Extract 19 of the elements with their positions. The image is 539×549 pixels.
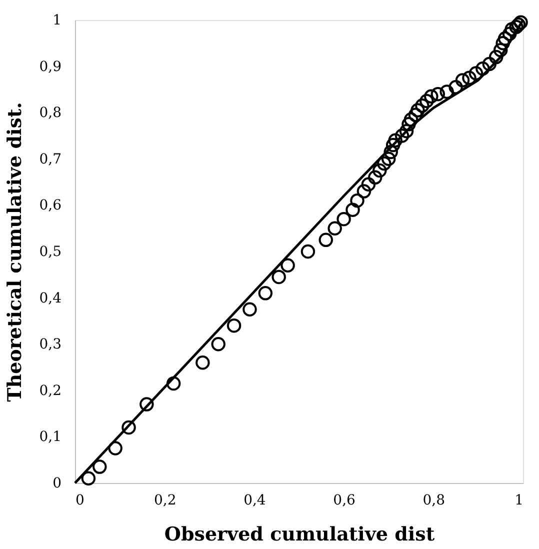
y-tick-label: 0,3 bbox=[39, 336, 62, 353]
x-tick-label: 0,8 bbox=[422, 492, 446, 508]
y-axis-title: Theoretical cumulative dist. bbox=[4, 102, 26, 402]
x-tick-label: 0,4 bbox=[244, 492, 266, 508]
y-tick-label: 0 bbox=[52, 476, 62, 492]
y-tick-label: 0,5 bbox=[39, 244, 62, 260]
y-tick-label: 0,6 bbox=[39, 198, 62, 214]
y-tick-label: 0,8 bbox=[39, 105, 62, 122]
y-tick-label: 0,9 bbox=[39, 58, 62, 75]
x-tick-label: 1 bbox=[514, 492, 524, 508]
x-tick-label: 0,6 bbox=[333, 492, 356, 508]
y-tick-label: 1 bbox=[52, 12, 62, 28]
y-tick-label: 0,2 bbox=[39, 382, 62, 399]
x-tick-label: 0 bbox=[76, 492, 84, 508]
x-tick-label: 0,2 bbox=[154, 492, 176, 508]
x-axis-title: Observed cumulative dist bbox=[164, 524, 435, 546]
y-tick-label: 0,7 bbox=[39, 151, 62, 168]
y-tick-label: 0,1 bbox=[39, 429, 62, 446]
y-tick-label: 0,4 bbox=[39, 290, 62, 306]
